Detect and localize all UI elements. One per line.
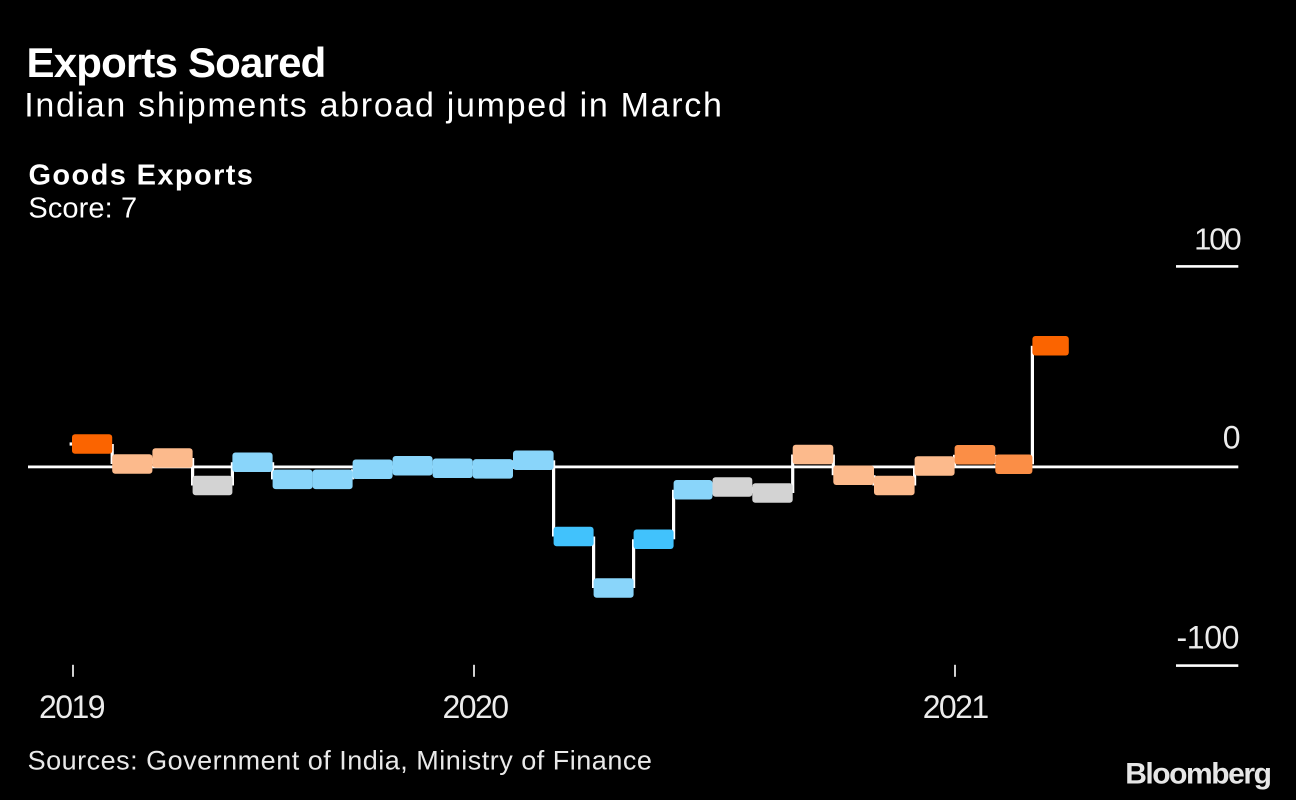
svg-text:Exports Soared: Exports Soared [27, 39, 326, 86]
svg-text:Sources: Government of India,: Sources: Government of India, Ministry o… [28, 745, 653, 775]
svg-text:2021: 2021 [923, 689, 989, 725]
svg-text:Indian shipments abroad jumped: Indian shipments abroad jumped in March [24, 87, 723, 125]
svg-text:Goods Exports: Goods Exports [29, 160, 255, 192]
svg-text:Bloomberg: Bloomberg [1125, 758, 1270, 791]
svg-text:2020: 2020 [443, 689, 509, 725]
svg-text:0: 0 [1223, 420, 1241, 456]
svg-text:100: 100 [1194, 222, 1241, 257]
svg-text:2019: 2019 [39, 689, 105, 725]
svg-text:-100: -100 [1177, 620, 1239, 656]
svg-text:Score: 7: Score: 7 [28, 193, 137, 225]
